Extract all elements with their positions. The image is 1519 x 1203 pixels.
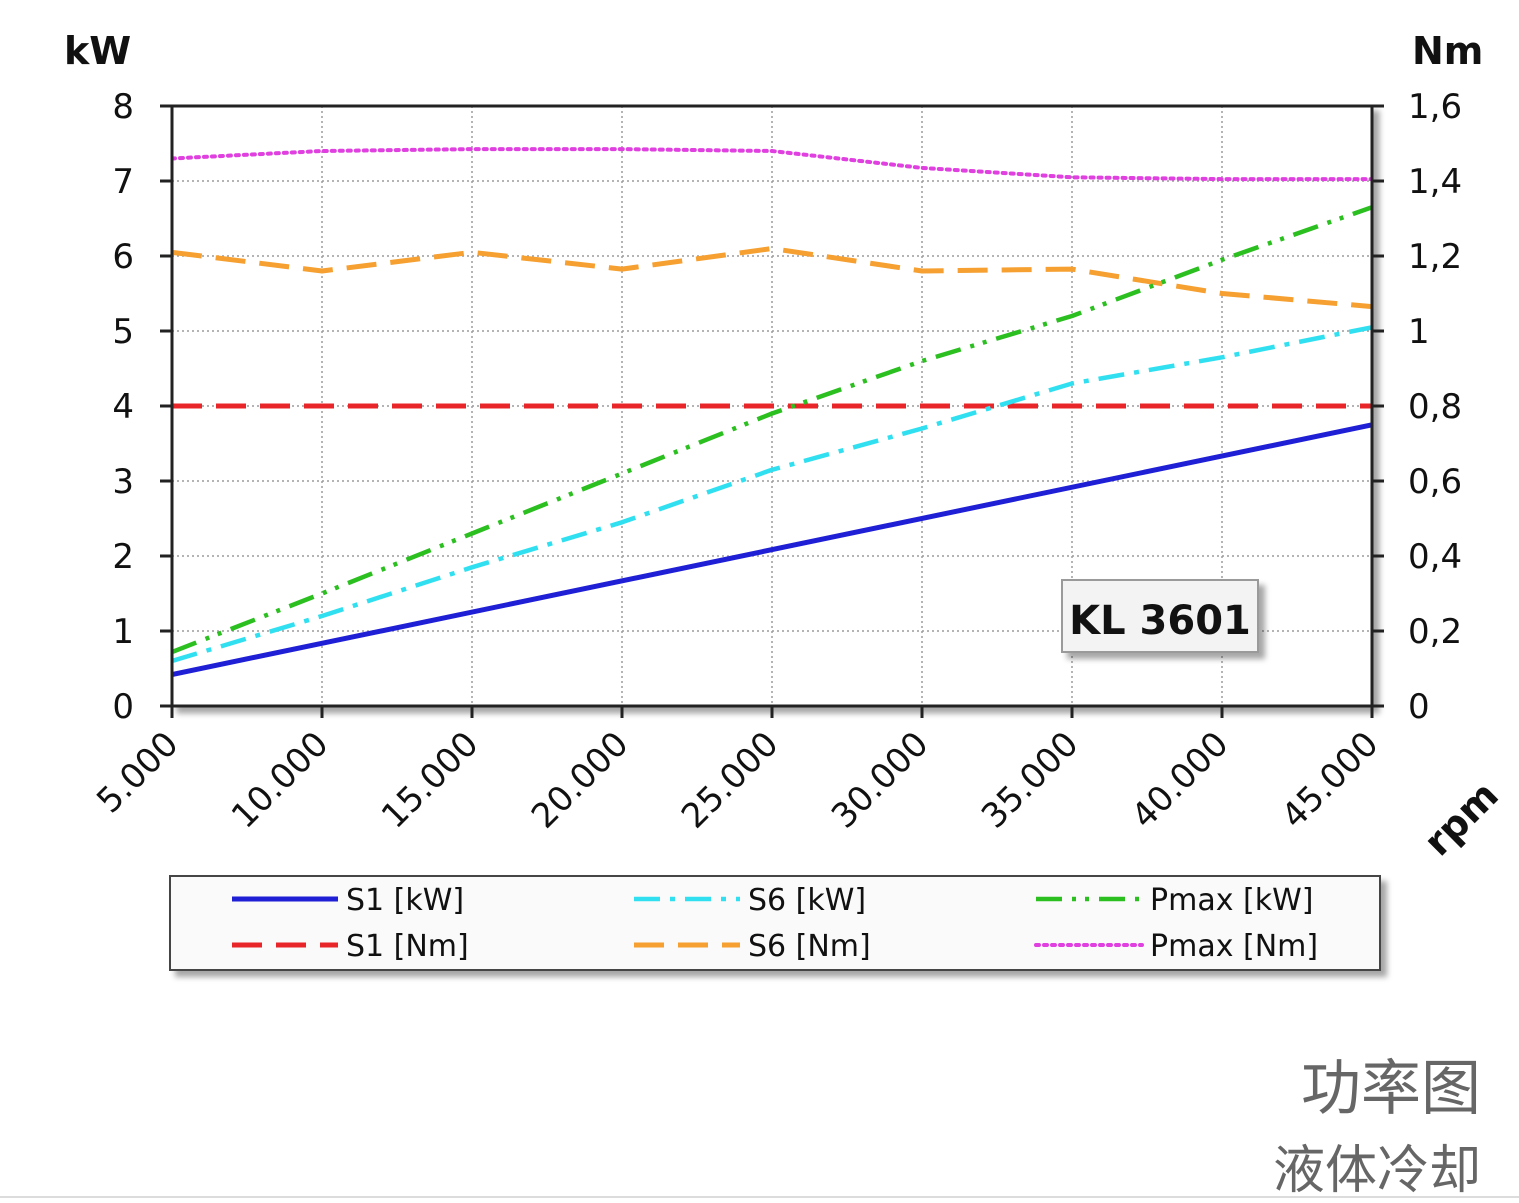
- model-label: KL 3601: [1069, 598, 1251, 644]
- x-axis-label: rpm: [1415, 773, 1507, 865]
- y-left-tick-label: 6: [112, 237, 134, 277]
- x-tick-label: 5.000: [89, 724, 186, 821]
- x-tick-label: 35.000: [974, 724, 1086, 836]
- tick-marks: [160, 104, 1384, 718]
- legend-label: S6 [Nm]: [748, 929, 871, 964]
- legend-label: Pmax [kW]: [1150, 883, 1313, 918]
- x-tick-label: 45.000: [1274, 724, 1386, 836]
- x-tick-labels: 5.000 10.000 15.000 20.000 25.000 30.000 35.00…: [89, 724, 1386, 836]
- x-tick-label: 10.000: [224, 724, 336, 836]
- series-line-s6-nm: [172, 246, 1372, 310]
- y-left-tick-labels: 0 1 2 3 4 5 6 7 8: [112, 87, 134, 727]
- x-tick-label: 30.000: [824, 724, 936, 836]
- y-left-unit-label: kW: [64, 29, 131, 73]
- legend-label: Pmax [Nm]: [1150, 929, 1318, 964]
- y-right-tick-label: 1,4: [1408, 162, 1462, 202]
- series-layer: [172, 147, 1372, 677]
- y-left-tick-label: 5: [112, 312, 134, 352]
- y-left-tick-label: 1: [112, 612, 134, 652]
- series-line-pmax-nm: [172, 147, 1372, 182]
- y-left-tick-label: 7: [112, 162, 134, 202]
- y-right-tick-label: 1,2: [1408, 237, 1462, 277]
- series-line-pmax-kw: [172, 205, 1372, 655]
- legend: S1 [kW] S6 [kW] Pmax [kW] S1 [Nm] S6 [Nm] Pma…: [169, 875, 1381, 971]
- y-left-tick-label: 0: [112, 687, 134, 727]
- legend-label: S1 [Nm]: [346, 929, 469, 964]
- divider: [0, 1196, 1519, 1198]
- y-left-tick-label: 2: [112, 537, 134, 577]
- y-right-tick-labels: 0 0,2 0,4 0,6 0,8 1 1,2 1,4 1,6: [1408, 87, 1462, 727]
- series-line-s1-kw: [172, 422, 1372, 677]
- y-right-tick-label: 0: [1408, 687, 1430, 727]
- x-tick-label: 40.000: [1124, 724, 1236, 836]
- model-label-box: KL 3601: [1061, 579, 1259, 653]
- y-left-tick-label: 4: [112, 387, 134, 427]
- x-tick-label: 25.000: [674, 724, 786, 836]
- series-line-s6-kw: [172, 325, 1372, 664]
- y-left-tick-label: 3: [112, 462, 134, 502]
- y-right-tick-label: 1,6: [1408, 87, 1462, 127]
- caption-title: 功率图: [1301, 1054, 1481, 1124]
- legend-label: S1 [kW]: [346, 883, 464, 918]
- power-chart: 0 1 2 3 4 5 6 7 8 0 0,2 0,4 0,6 0,8 1 1,2 1,4 1,6 5.000 1…: [64, 29, 1507, 971]
- y-left-tick-label: 8: [112, 87, 134, 127]
- y-right-unit-label: Nm: [1412, 29, 1483, 73]
- y-right-tick-label: 0,6: [1408, 462, 1462, 502]
- legend-label: S6 [kW]: [748, 883, 866, 918]
- y-right-tick-label: 0,2: [1408, 612, 1462, 652]
- y-right-tick-label: 0,4: [1408, 537, 1462, 577]
- caption-subtitle: 液体冷却: [1272, 1141, 1481, 1201]
- y-right-tick-label: 0,8: [1408, 387, 1462, 427]
- x-tick-label: 15.000: [374, 724, 486, 836]
- x-tick-label: 20.000: [524, 724, 636, 836]
- y-right-tick-label: 1: [1408, 312, 1430, 352]
